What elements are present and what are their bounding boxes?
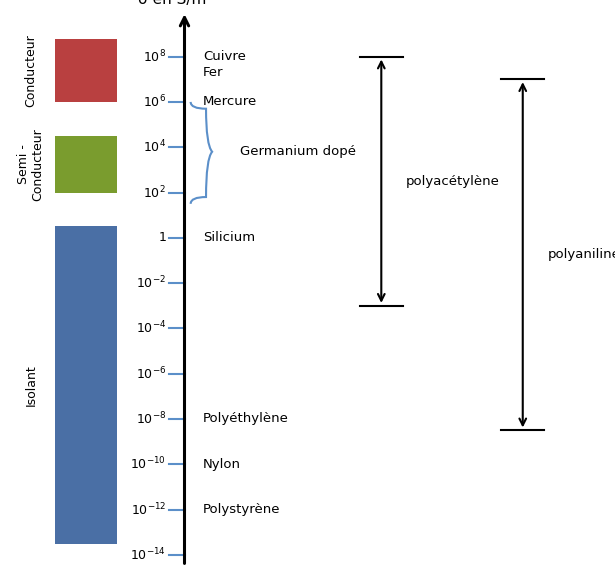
- Text: $10^{2}$: $10^{2}$: [143, 184, 166, 201]
- Text: $10^{-2}$: $10^{-2}$: [136, 275, 166, 292]
- Text: Mercure: Mercure: [203, 96, 257, 108]
- Bar: [55, 226, 117, 544]
- Text: $10^{-4}$: $10^{-4}$: [136, 320, 166, 337]
- Text: $10^{4}$: $10^{4}$: [143, 139, 166, 155]
- Text: Isolant: Isolant: [24, 364, 38, 406]
- Text: Conducteur: Conducteur: [24, 34, 38, 107]
- Text: Nylon: Nylon: [203, 458, 241, 471]
- Text: polyaniline: polyaniline: [547, 248, 615, 261]
- Text: $10^{8}$: $10^{8}$: [143, 48, 166, 65]
- Text: Polyéthylène: Polyéthylène: [203, 413, 289, 426]
- Text: Fer: Fer: [203, 66, 223, 79]
- Text: Semi -
Conducteur: Semi - Conducteur: [17, 128, 45, 201]
- Text: polyacétylène: polyacétylène: [406, 175, 500, 188]
- Bar: [55, 38, 117, 102]
- Text: $10^{-6}$: $10^{-6}$: [136, 366, 166, 382]
- Text: $10^{-8}$: $10^{-8}$: [136, 411, 166, 427]
- Text: $10^{-14}$: $10^{-14}$: [130, 547, 166, 563]
- Text: $10^{6}$: $10^{6}$: [143, 93, 166, 110]
- Text: $10^{-10}$: $10^{-10}$: [130, 456, 166, 473]
- Text: Polystyrène: Polystyrène: [203, 503, 280, 516]
- Text: 1: 1: [158, 231, 166, 244]
- Text: Germanium dopé: Germanium dopé: [240, 145, 356, 158]
- Text: $10^{-12}$: $10^{-12}$: [130, 501, 166, 518]
- Text: Silicium: Silicium: [203, 231, 255, 244]
- Text: Cuivre: Cuivre: [203, 50, 246, 63]
- Text: σ en S/m: σ en S/m: [138, 0, 207, 7]
- Bar: [55, 136, 117, 193]
